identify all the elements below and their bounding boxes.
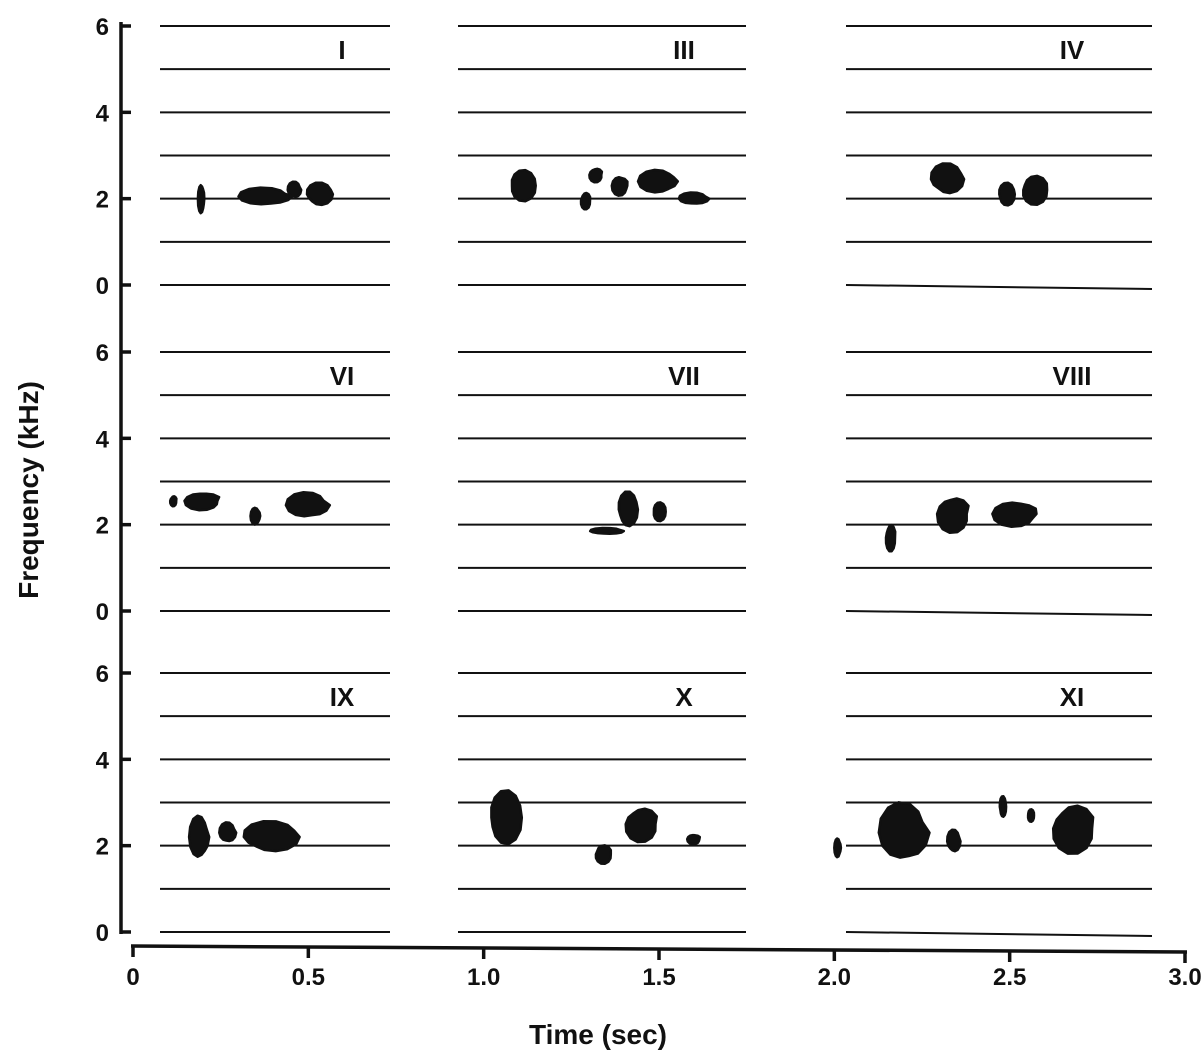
syllable-trace [617,490,640,528]
syllable-trace [183,492,221,512]
syllable-trace [636,168,680,194]
x-tick-label: 2.0 [818,964,851,991]
syllable-trace [284,490,332,518]
syllable-trace [610,175,629,197]
syllable-trace [677,191,711,205]
panel-label: IX [330,682,355,712]
syllable-trace [249,506,262,526]
syllable-traces [168,162,1095,866]
x-tick-label: 0 [126,964,139,991]
y-tick-label: 6 [96,14,109,41]
syllable-trace [935,497,970,534]
syllable-trace [991,501,1038,529]
syllable-trace [579,191,592,211]
syllable-trace [242,820,301,853]
syllable-trace [884,523,897,553]
x-tick-label: 0.5 [292,964,325,991]
syllable-trace [945,828,962,853]
syllable-trace [998,795,1008,818]
panel-label: VII [668,361,700,391]
axes [119,22,1188,963]
y-tick-label: 4 [96,747,110,774]
syllable-trace [588,526,626,536]
panel-label: X [675,682,693,712]
syllable-trace [490,789,524,846]
x-tick-label: 1.5 [642,964,675,991]
y-tick-label: 0 [96,920,109,947]
syllable-trace [196,183,206,215]
syllable-trace [877,801,931,859]
gridline [845,931,1153,937]
syllable-trace [685,833,702,846]
y-tick-label: 6 [96,661,109,688]
y-tick-label: 0 [96,599,109,626]
syllable-trace [594,844,613,866]
y-tick-label: 6 [96,340,109,367]
y-tick-label: 2 [96,513,109,540]
y-tick-label: 2 [96,834,109,861]
y-tick-label: 2 [96,187,109,214]
syllable-trace [237,186,294,206]
syllable-trace [998,181,1017,207]
panel-label: VI [330,361,355,391]
panel-label: III [673,35,695,65]
syllable-trace [168,495,178,508]
y-axis-title: Frequency (kHz) [13,381,44,599]
x-tick-label: 3.0 [1168,964,1201,991]
syllable-trace [588,167,604,184]
syllable-trace [652,501,667,523]
syllable-trace [1026,808,1036,823]
panel-label: IV [1060,35,1085,65]
syllable-trace [305,181,335,207]
syllable-trace [510,168,537,203]
syllable-trace [1051,804,1095,855]
y-tick-label: 4 [96,100,110,127]
y-tick-label: 4 [96,426,110,453]
panel-label: VIII [1052,361,1091,391]
syllable-trace [286,180,303,199]
gridline [845,284,1153,290]
x-tick-label: 2.5 [993,964,1026,991]
syllable-trace [187,814,211,858]
syllable-trace [929,162,966,195]
syllable-trace [1022,174,1049,206]
grid-lines [160,25,1153,937]
syllable-trace [218,821,238,843]
panel-label: XI [1060,682,1085,712]
gridline [845,610,1153,616]
panel-label: I [338,35,345,65]
x-axis-title: Time (sec) [529,1019,667,1050]
x-tick-label: 1.0 [467,964,500,991]
syllable-trace [833,837,843,859]
syllable-trace [624,807,659,844]
y-tick-label: 0 [96,273,109,300]
